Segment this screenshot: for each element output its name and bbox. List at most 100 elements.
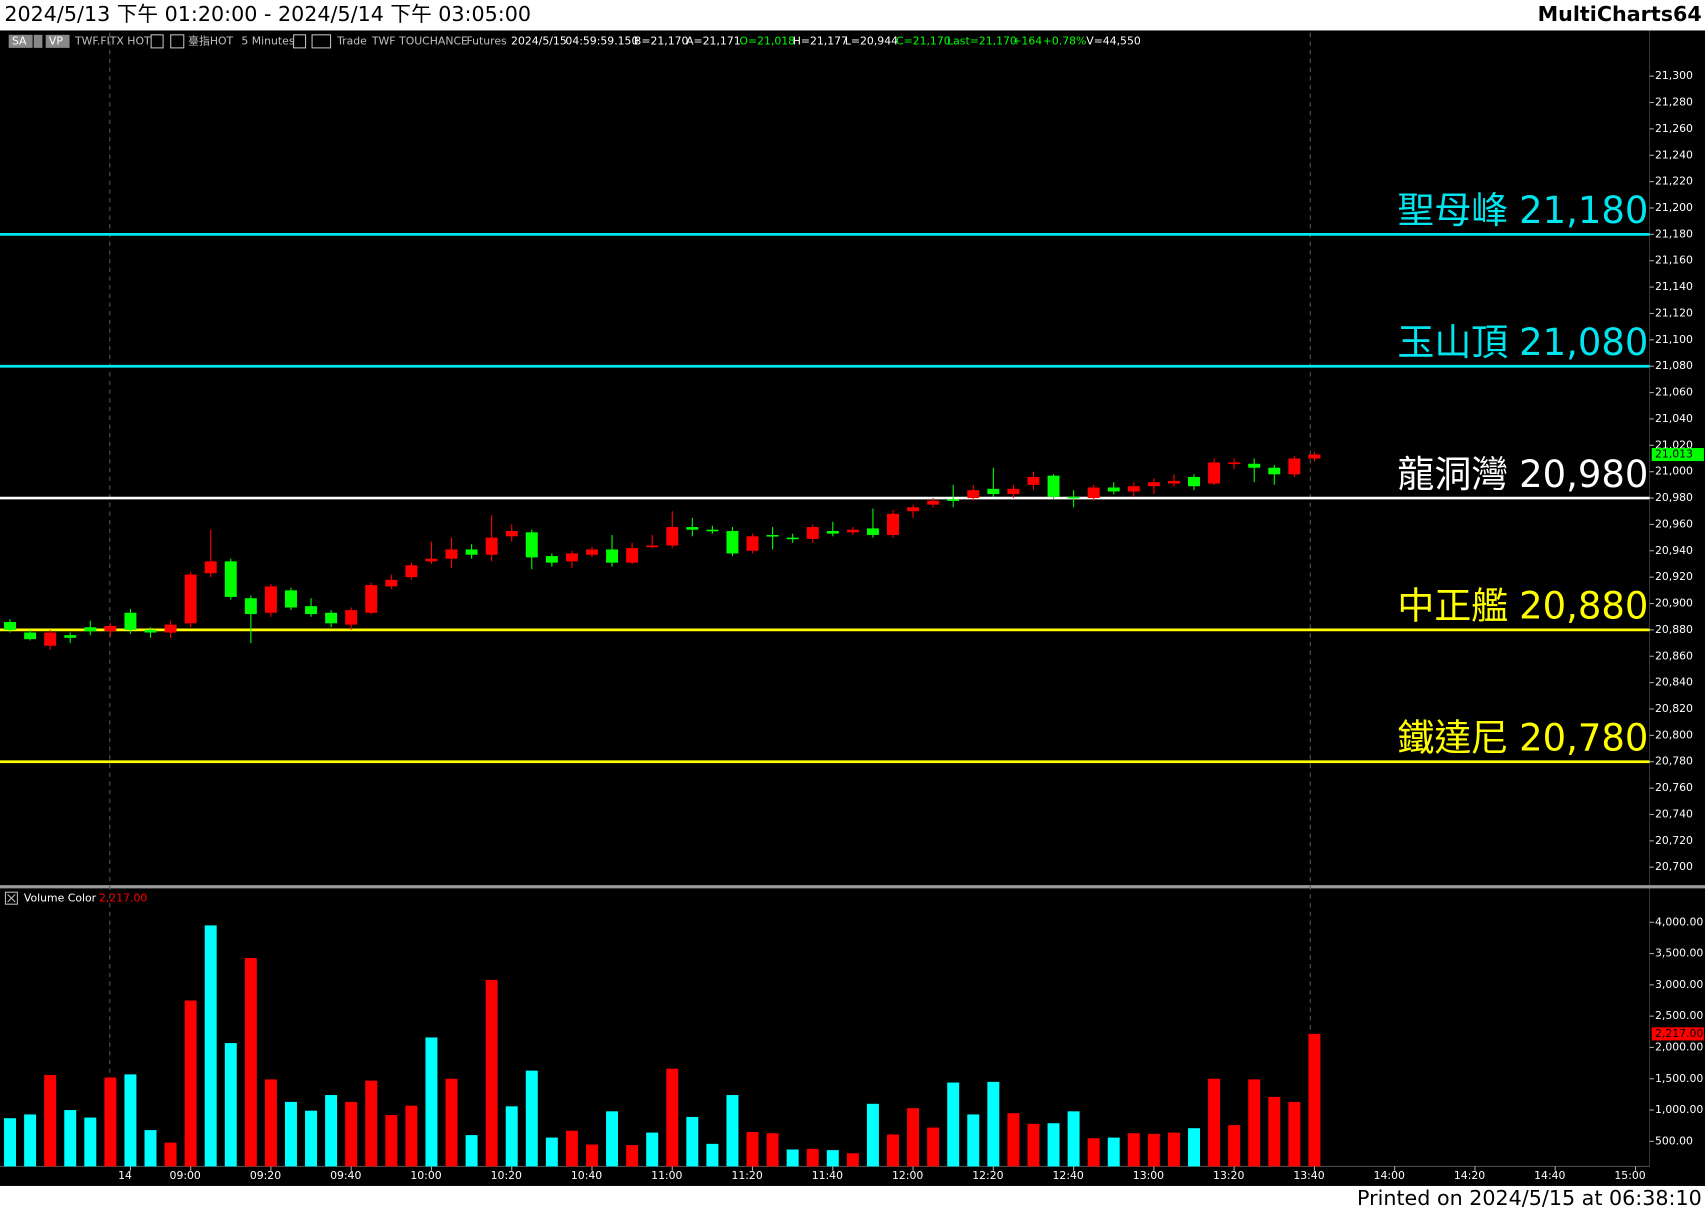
- volume-bar: [44, 1075, 57, 1167]
- candle-body: [1188, 476, 1200, 487]
- volume-bar: [646, 1132, 659, 1167]
- volume-bar: [907, 1108, 920, 1167]
- y-tick-label: 21,220: [1655, 175, 1693, 188]
- vp-button[interactable]: [45, 34, 70, 48]
- volume-bar: [846, 1153, 859, 1167]
- y-tick-label: 2,500.00: [1655, 1009, 1703, 1022]
- y-tick-label: 20,940: [1655, 544, 1693, 557]
- x-tick-label: 14:20: [1454, 1169, 1485, 1182]
- y-tick-label: 21,140: [1655, 280, 1693, 293]
- volume-bar: [525, 1070, 538, 1167]
- y-tick-label: 21,200: [1655, 201, 1693, 214]
- range-dropdown[interactable]: [311, 34, 332, 49]
- y-tick-label: 1,000.00: [1655, 1103, 1703, 1116]
- y-tick-label: 20,920: [1655, 570, 1693, 583]
- x-tick-label: 11:20: [731, 1169, 762, 1182]
- volume-bar: [405, 1105, 418, 1167]
- candle-body: [345, 610, 358, 625]
- print-stamp: Printed on 2024/5/15 at 06:38:10: [1357, 1186, 1702, 1210]
- level-name: 中正艦: [1397, 585, 1508, 628]
- y-tick-label: 20,840: [1655, 676, 1693, 689]
- toolbar-text: V=44,550: [1086, 34, 1141, 47]
- volume-bar: [766, 1133, 779, 1167]
- x-tick-label: 14:00: [1374, 1169, 1405, 1182]
- y-tick-label: 21,300: [1655, 69, 1693, 82]
- volume-bar: [1127, 1133, 1140, 1167]
- sa-button[interactable]: [8, 34, 33, 48]
- study-name: Volume Color: [24, 892, 97, 905]
- volume-bar: [325, 1095, 338, 1167]
- x-tick-label: 11:00: [651, 1169, 682, 1182]
- y-tick-label: 20,740: [1655, 807, 1693, 820]
- volume-bar: [987, 1081, 1000, 1167]
- volume-bar: [706, 1143, 719, 1167]
- candle-body: [987, 488, 1000, 495]
- x-tick-label: 09:40: [330, 1169, 361, 1182]
- volume-bar: [425, 1037, 438, 1167]
- candle-body: [1067, 496, 1080, 499]
- candle-body: [104, 625, 117, 632]
- sa-dropdown[interactable]: [33, 34, 43, 48]
- symbol-dropdown[interactable]: [150, 34, 164, 49]
- toolbar-text: TWF.FITX HOT: [74, 34, 151, 47]
- x-tick-label: 11:40: [812, 1169, 843, 1182]
- volume-bar: [445, 1078, 458, 1167]
- x-tick-label: 12:20: [972, 1169, 1003, 1182]
- volume-bar: [1208, 1078, 1221, 1167]
- volume-bar: [164, 1142, 177, 1167]
- candle-body: [606, 549, 619, 563]
- volume-bar: [866, 1103, 879, 1167]
- candle-body: [264, 586, 277, 613]
- window-title: 2024/5/13 下午 01:20:00 - 2024/5/14 下午 03:…: [4, 2, 531, 26]
- x-tick-label: 12:00: [892, 1169, 923, 1182]
- toolbar-icons: [4, 34, 332, 905]
- volume-bar: [626, 1145, 639, 1167]
- candle-body: [766, 534, 779, 537]
- candle-body: [425, 558, 438, 562]
- candle-body: [244, 598, 257, 615]
- volume-bar: [1107, 1137, 1120, 1167]
- candle-body: [305, 606, 318, 615]
- y-tick-label: 500.00: [1655, 1134, 1693, 1147]
- volume-bar: [1268, 1096, 1281, 1167]
- volume-bar: [204, 925, 217, 1167]
- x-tick-label: 12:40: [1053, 1169, 1084, 1182]
- candle-body: [907, 507, 920, 512]
- toolbar-text: B=21,170: [634, 34, 689, 47]
- candle-body: [144, 629, 157, 633]
- y-tick-label: 4,000.00: [1655, 915, 1703, 928]
- interval-dropdown[interactable]: [293, 34, 307, 49]
- volume-bar: [545, 1137, 558, 1167]
- volume-bar: [284, 1101, 297, 1167]
- y-tick-label: 20,720: [1655, 834, 1693, 847]
- instrument-button[interactable]: [170, 34, 185, 49]
- volume-bar: [887, 1134, 899, 1167]
- volume-bar: [385, 1115, 398, 1167]
- candle-body: [204, 561, 217, 574]
- level-value: 20,980: [1519, 453, 1648, 496]
- candle-body: [846, 529, 859, 533]
- volume-bar: [4, 1118, 17, 1167]
- level-value: 21,080: [1519, 321, 1648, 364]
- volume-bar: [947, 1082, 960, 1167]
- toolbar-text: A=21,171: [686, 34, 741, 47]
- volume-bar: [1248, 1079, 1261, 1167]
- last-volume-label: 2,217.00: [1655, 1027, 1703, 1040]
- candle-body: [24, 632, 37, 640]
- level-name: 鐵達尼: [1397, 716, 1508, 759]
- candle-body: [224, 561, 237, 597]
- candle-body: [927, 500, 940, 505]
- candle-body: [1007, 488, 1020, 495]
- x-tick-label: 10:20: [491, 1169, 522, 1182]
- volume-bar: [64, 1110, 77, 1167]
- candle-body: [485, 537, 498, 555]
- y-tick-label: 3,000.00: [1655, 978, 1703, 991]
- y-tick-label: 21,100: [1655, 333, 1693, 346]
- toolbar-text: 臺指HOT: [188, 33, 233, 47]
- candle-body: [746, 536, 759, 551]
- candle-body: [545, 556, 558, 563]
- x-tick-label: 15:00: [1614, 1169, 1645, 1182]
- study-close[interactable]: [4, 891, 18, 905]
- candle-body: [385, 579, 398, 587]
